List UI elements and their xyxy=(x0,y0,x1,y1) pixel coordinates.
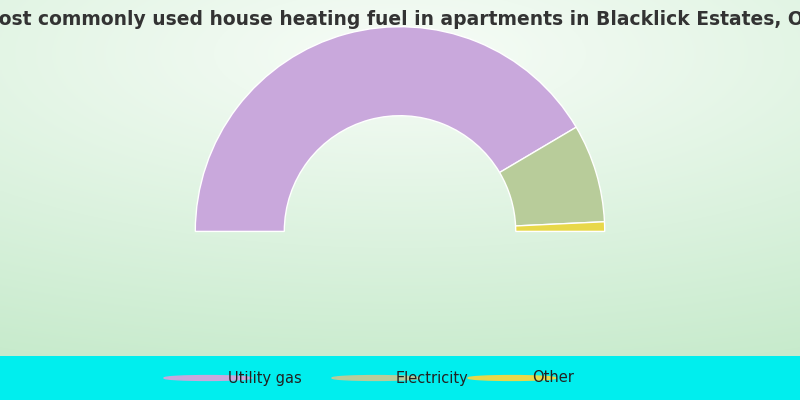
Wedge shape xyxy=(499,127,605,226)
Circle shape xyxy=(332,376,420,380)
Text: Other: Other xyxy=(532,370,574,386)
Text: Utility gas: Utility gas xyxy=(228,370,302,386)
Text: Most commonly used house heating fuel in apartments in Blacklick Estates, OH: Most commonly used house heating fuel in… xyxy=(0,10,800,29)
Wedge shape xyxy=(515,222,605,231)
Circle shape xyxy=(468,376,556,380)
Circle shape xyxy=(164,376,252,380)
Text: Electricity: Electricity xyxy=(396,370,469,386)
Wedge shape xyxy=(195,27,576,231)
